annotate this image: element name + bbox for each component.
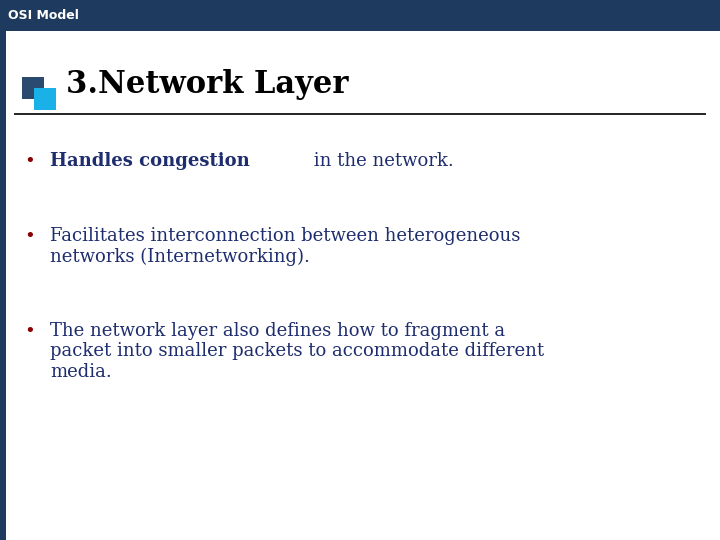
Text: Handles congestion: Handles congestion — [50, 152, 250, 170]
Text: in the network.: in the network. — [307, 152, 454, 170]
Text: media.: media. — [50, 363, 112, 381]
Bar — [0, 31, 6, 540]
Bar — [0, 0, 720, 31]
Text: •: • — [24, 227, 35, 245]
Text: The network layer also defines how to fragment a: The network layer also defines how to fr… — [50, 322, 505, 340]
Bar — [34, 89, 56, 110]
Bar — [22, 77, 44, 99]
Text: networks (Internetworking).: networks (Internetworking). — [50, 247, 310, 266]
Text: Facilitates interconnection between heterogeneous: Facilitates interconnection between hete… — [50, 227, 521, 245]
Text: OSI Model: OSI Model — [8, 9, 79, 22]
Text: packet into smaller packets to accommodate different: packet into smaller packets to accommoda… — [50, 342, 544, 361]
Text: 3.Network Layer: 3.Network Layer — [66, 69, 348, 100]
Text: •: • — [24, 322, 35, 340]
Text: •: • — [24, 152, 35, 170]
